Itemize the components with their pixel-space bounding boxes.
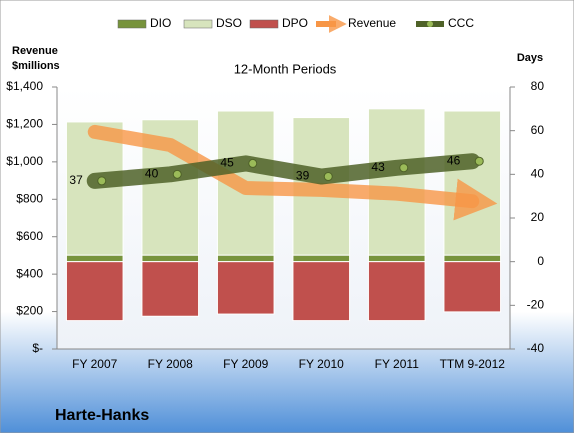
legend-label: DPO [282,16,308,30]
x-tick-label: TTM 9-2012 [440,357,506,371]
y-tick-label: $400 [16,266,43,280]
legend-label: CCC [448,16,474,30]
ccc-label: 43 [371,160,385,174]
bar-segment [141,254,200,263]
y2-tick-label: 60 [531,123,545,137]
y2-tick-label: -40 [527,341,545,355]
y2-tick-label: -20 [527,298,545,312]
y2-tick-label: 80 [531,79,545,93]
y2-tick-label: 40 [531,167,545,181]
bar-segment [443,110,502,256]
legend-label: DSO [216,16,242,30]
x-tick-label: FY 2011 [375,357,420,371]
y2-axis-label: Days [517,52,543,64]
revenue-arrow [87,124,498,221]
company-name: Harte-Hanks [55,407,149,424]
y-tick-label: $800 [16,191,43,205]
x-tick-label: FY 2007 [72,357,117,371]
bar-segment [292,254,351,263]
y-tick-label: $200 [16,304,43,318]
bar-segment [216,254,275,263]
ccc-label: 40 [145,167,159,181]
ccc-point [97,176,107,186]
legend-swatch [117,19,147,29]
legend-swatch [249,19,279,29]
ccc-label: 45 [220,156,234,170]
ccc-point [399,163,409,173]
legend-label: DIO [150,16,171,30]
bar-segment [443,254,502,263]
legend-swatch [427,21,433,27]
bar-segment [367,254,426,263]
y-axis-label: Revenue $millions [12,45,60,72]
bar-segment [141,261,200,317]
legend-swatch [183,19,213,29]
ccc-point [172,169,182,179]
y2-tick-label: 0 [537,254,544,268]
ccc-label: 37 [69,173,83,187]
bar-segment [65,261,124,322]
plot-area [57,87,510,349]
bar-segment [443,261,502,313]
x-tick-label: FY 2008 [148,357,193,371]
ccc-point [474,156,484,166]
bar-segment [367,108,426,256]
y-tick-label: $600 [16,229,43,243]
x-tick-label: FY 2009 [223,357,268,371]
x-tick-label: FY 2010 [299,357,344,371]
ccc-point [323,172,333,182]
bar-segment [292,261,351,322]
ccc-label: 46 [447,153,461,167]
bar-segment [216,261,275,315]
bar-segment [65,254,124,263]
y-tick-label: $1,200 [6,117,43,131]
bar-segment [367,261,426,322]
legend-label: Revenue [348,16,396,30]
y2-tick-label: 20 [531,210,545,224]
chart-title: 12-Month Periods [234,61,337,76]
ccc-point [248,158,258,168]
ccc-label: 39 [296,169,310,183]
y-tick-label: $- [32,341,43,355]
y-tick-label: $1,000 [6,154,43,168]
y-tick-label: $1,400 [6,79,43,93]
ccc-line [86,153,481,189]
